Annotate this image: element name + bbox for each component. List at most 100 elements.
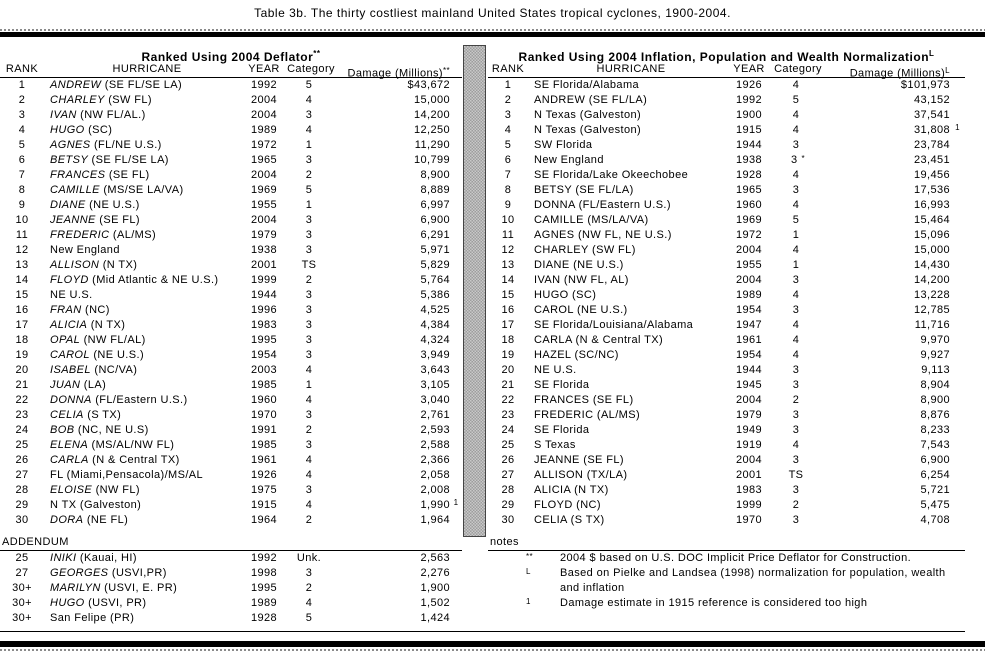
year-cell: 1989 [250, 124, 278, 136]
rank-cell: 13 [15, 259, 29, 271]
year-cell: 1900 [735, 109, 763, 121]
year-cell: 1969 [250, 184, 278, 196]
damage-superscript [450, 360, 462, 375]
year-cell: 1999 [250, 274, 278, 286]
hurricane-name: IVAN [50, 109, 77, 121]
table-row: 5 AGNES (FL/NE U.S.) 1972 1 11,290 [0, 138, 462, 153]
damage-superscript [950, 345, 965, 360]
hurricane-location: (NE U.S.) [85, 199, 140, 211]
rank-cell: 2 [504, 94, 512, 106]
damage-superscript [950, 150, 965, 165]
damage-cell: 3,643 [420, 364, 450, 376]
damage-cell: 6,291 [420, 229, 450, 241]
rank-cell: 6 [18, 154, 26, 166]
note-marker: L [526, 567, 531, 576]
hurricane-location: FLOYD (NC) [534, 499, 601, 511]
damage-superscript [450, 375, 462, 390]
rank-cell: 5 [18, 139, 26, 151]
hurricane-location: San Felipe (PR) [50, 612, 135, 624]
category-cell: 3 [792, 274, 800, 286]
table-row: 18 CARLA (N & Central TX) 1961 4 9,970 [488, 333, 965, 348]
rank-cell: 14 [501, 274, 515, 286]
table-row: 16 CAROL (NE U.S.) 1954 3 12,785 [488, 303, 965, 318]
damage-cell: 12,785 [913, 304, 950, 316]
hurricane-cell: ALICIA (N TX) [44, 318, 244, 333]
year-cell: 1960 [735, 199, 763, 211]
damage-cell: 3,040 [420, 394, 450, 406]
hurricane-cell: N Texas (Galveston) [528, 123, 728, 138]
rank-cell: 1 [18, 79, 26, 91]
hurricane-cell: HUGO (SC) [528, 288, 728, 303]
rank-cell: 25 [15, 552, 29, 564]
hurricane-cell: MARILYN (USVI, E. PR) [44, 581, 244, 596]
year-cell: 2004 [250, 169, 278, 181]
table-row: 2 ANDREW (SE FL/LA) 1992 5 43,152 [488, 93, 965, 108]
category-cell: 4 [792, 169, 800, 181]
year-cell: 1919 [735, 439, 763, 451]
year-cell: 1979 [250, 229, 278, 241]
table-row: 1 ANDREW (SE FL/SE LA) 1992 5 $43,672 [0, 78, 462, 93]
category-cell: 2 [305, 169, 313, 181]
hurricane-cell: DIANE (NE U.S.) [44, 198, 244, 213]
rank-cell: 19 [501, 349, 515, 361]
table-row: 12 CHARLEY (SW FL) 2004 4 15,000 [488, 243, 965, 258]
hurricane-cell: INIKI (Kauai, HI) [44, 551, 244, 566]
hurricane-name: HUGO [50, 597, 85, 609]
damage-cell: 16,993 [913, 199, 950, 211]
category-cell: 5 [305, 79, 313, 91]
hurricane-name: GEORGES [50, 567, 109, 579]
table-row: 30 DORA (NE FL) 1964 2 1,964 [0, 513, 462, 528]
damage-superscript [450, 300, 462, 315]
damage-cell: 3,105 [420, 379, 450, 391]
damage-cell: 9,970 [920, 334, 950, 346]
damage-cell: 31,808 [913, 124, 950, 136]
hurricane-name: BOB [50, 424, 75, 436]
damage-superscript [450, 225, 462, 240]
hurricane-location: N TX (Galveston) [50, 499, 142, 511]
rank-cell: 9 [504, 199, 512, 211]
damage-superscript: 1 [453, 498, 459, 507]
rank-cell: 3 [18, 109, 26, 121]
rank-cell: 17 [501, 319, 515, 331]
rank-cell: 9 [18, 199, 26, 211]
rank-cell: 30 [15, 514, 29, 526]
category-cell: 3 [305, 439, 313, 451]
hurricane-cell: HUGO (SC) [44, 123, 244, 138]
hurricane-cell: IVAN (NW FL/AL.) [44, 108, 244, 123]
category-cell: 3 * [790, 154, 806, 166]
damage-superscript [950, 165, 965, 180]
year-cell: 1999 [735, 499, 763, 511]
hurricane-cell: CHARLEY (SW FL) [44, 93, 244, 108]
hurricane-cell: SE Florida/Lake Okeechobee [528, 168, 728, 183]
hurricane-location: ALICIA (N TX) [534, 484, 609, 496]
table-row: 8 CAMILLE (MS/SE LA/VA) 1969 5 8,889 [0, 183, 462, 198]
table-row: 29 N TX (Galveston) 1915 4 1,990 1 [0, 498, 462, 513]
hurricane-location: HUGO (SC) [534, 289, 597, 301]
table-row: 4 N Texas (Galveston) 1915 4 31,808 1 [488, 123, 965, 138]
hurricane-location: SE Florida/Louisiana/Alabama [534, 319, 694, 331]
hurricane-cell: ALICIA (N TX) [528, 483, 728, 498]
hurricane-location: FL (Miami,Pensacola)/MS/AL [50, 469, 204, 481]
damage-cell: 23,451 [913, 154, 950, 166]
hurricane-cell: CAMILLE (MS/LA/VA) [528, 213, 728, 228]
col-year: YEAR [733, 63, 765, 75]
damage-superscript [950, 75, 965, 90]
hurricane-name: FRAN [50, 304, 82, 316]
hurricane-location: (USVI,PR) [108, 567, 167, 579]
year-cell: 1961 [250, 454, 278, 466]
category-cell: 3 [792, 454, 800, 466]
damage-superscript [950, 210, 965, 225]
left-section-header: Ranked Using 2004 Deflator** [0, 45, 462, 64]
damage-cell: 9,113 [921, 364, 950, 376]
hurricane-location: (MS/SE LA/VA) [99, 184, 184, 196]
rank-cell: 12 [501, 244, 515, 256]
hurricane-location: N Texas (Galveston) [534, 124, 642, 136]
table-row: 22 DONNA (FL/Eastern U.S.) 1960 4 3,040 [0, 393, 462, 408]
rank-cell: 7 [504, 169, 512, 181]
hurricane-name: ANDREW [50, 79, 102, 91]
table-row: 26 JEANNE (SE FL) 2004 3 6,900 [488, 453, 965, 468]
damage-superscript [450, 390, 462, 405]
hurricane-name: CAMILLE [50, 184, 100, 196]
rank-cell: 26 [501, 454, 515, 466]
damage-cell: 2,761 [420, 409, 450, 421]
